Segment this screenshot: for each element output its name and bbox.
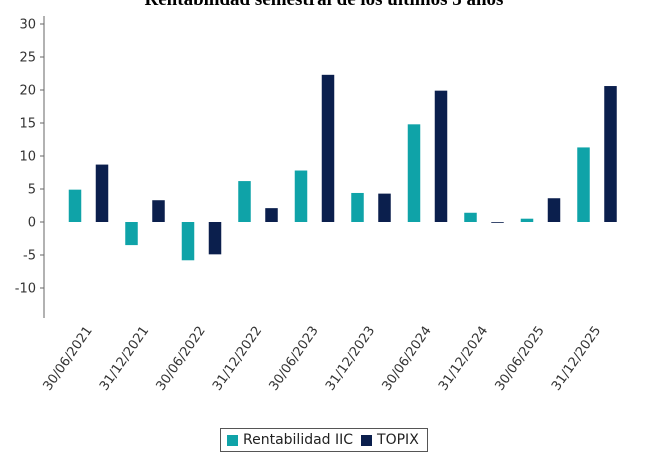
bar-topix: [152, 200, 165, 222]
legend-item-topix: TOPIX: [361, 432, 419, 448]
legend-item-rentabilidad: Rentabilidad IIC: [227, 432, 353, 448]
legend-label-rentabilidad: Rentabilidad IIC: [243, 432, 354, 448]
bar-rentabilidad: [520, 218, 534, 222]
y-tick-label: 30: [19, 18, 36, 33]
x-tick-label: 30/06/2024: [380, 324, 435, 394]
bar-topix: [547, 198, 561, 222]
y-tick-label: -5: [23, 249, 36, 264]
y-tick-label: -10: [15, 282, 36, 297]
x-tick-label: 31/12/2025: [549, 324, 604, 394]
x-tick-label: 30/06/2022: [154, 324, 209, 394]
x-tick-label: 31/12/2022: [210, 324, 265, 394]
bar-rentabilidad: [181, 222, 195, 261]
bar-topix: [491, 222, 504, 223]
bar-rentabilidad: [68, 189, 82, 222]
legend-label-topix: TOPIX: [377, 432, 419, 448]
bar-topix: [265, 208, 278, 222]
bar-topix: [604, 86, 617, 222]
y-tick-label: 20: [19, 84, 36, 99]
y-tick-label: 10: [19, 150, 36, 165]
bar-rentabilidad: [577, 147, 590, 222]
chart-title: Rentabilidad semestral de los últimos 5 …: [0, 0, 648, 11]
bar-rentabilidad: [407, 124, 421, 222]
x-tick-label: 30/06/2025: [493, 324, 548, 394]
legend-swatch-rentabilidad: [227, 434, 238, 446]
x-tick-label: 30/06/2021: [41, 324, 96, 394]
y-tick-label: 25: [19, 51, 36, 66]
bar-topix: [378, 193, 391, 222]
legend-swatch-topix: [361, 434, 373, 446]
x-tick-label: 31/12/2021: [97, 324, 152, 394]
bar-topix: [321, 74, 335, 222]
bar-topix: [434, 90, 448, 222]
y-tick-label: 5: [28, 183, 36, 198]
bar-rentabilidad: [238, 181, 251, 222]
bar-rentabilidad: [464, 212, 477, 222]
x-tick-label: 30/06/2023: [267, 324, 322, 394]
chart-legend: Rentabilidad IIC TOPIX: [220, 428, 428, 452]
x-tick-label: 31/12/2023: [323, 324, 378, 394]
bar-topix: [95, 164, 109, 222]
y-tick-label: 15: [19, 117, 36, 132]
y-tick-label: 0: [28, 216, 36, 231]
bar-topix: [208, 222, 222, 255]
bar-rentabilidad: [351, 192, 364, 222]
bar-rentabilidad: [294, 170, 308, 222]
bars-layer: [68, 74, 617, 261]
bar-rentabilidad: [125, 222, 138, 246]
x-tick-label: 31/12/2024: [436, 324, 491, 394]
